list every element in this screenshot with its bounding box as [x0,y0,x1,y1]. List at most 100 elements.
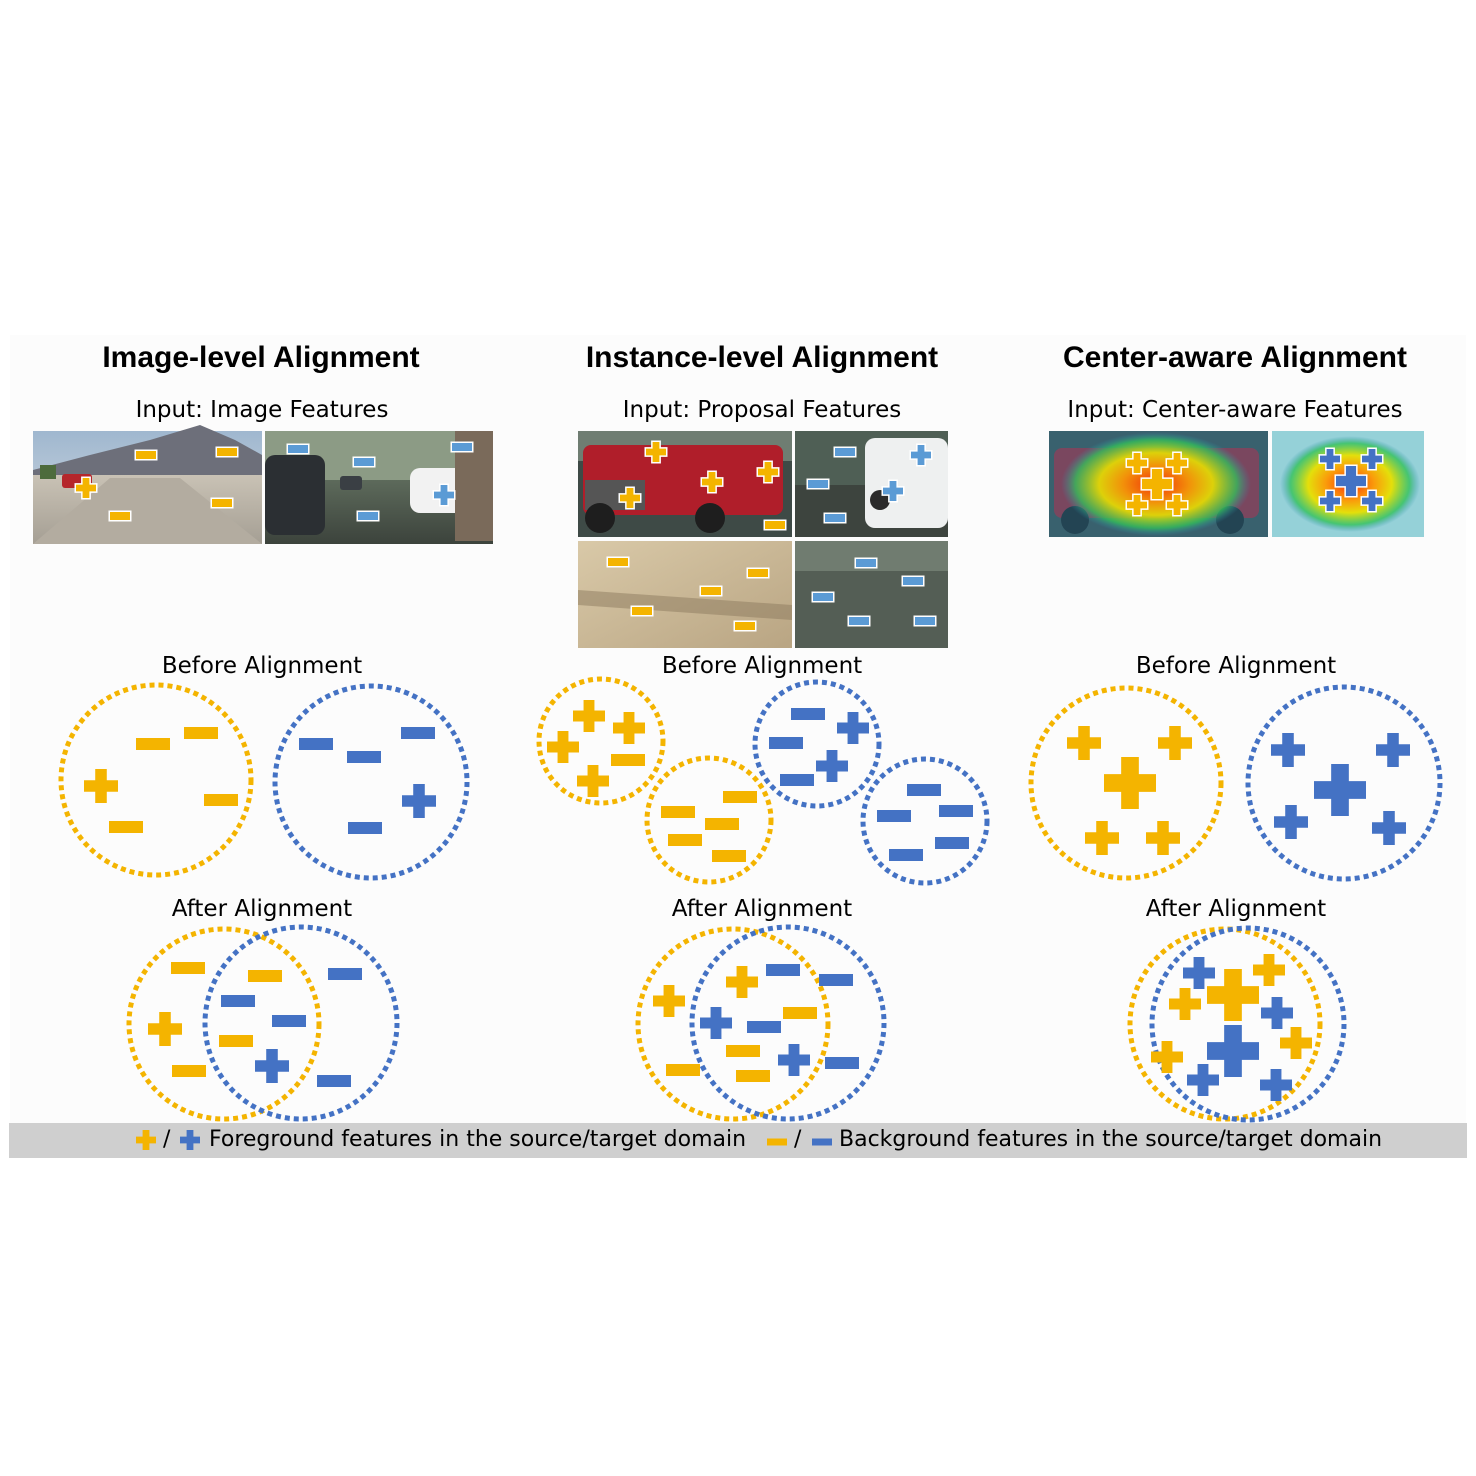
minus-icon [847,615,871,627]
column-title-center-aware: Center-aware Alignment [1063,341,1407,374]
plus-icon [1151,1041,1184,1074]
input-image-source-truck-heatmap [1049,431,1268,537]
plus-icon [1165,451,1189,475]
input-image-source-road [33,425,262,544]
minus-icon [823,512,847,524]
before-label-center-aware: Before Alignment [1135,653,1337,679]
legend-bar [9,1123,1467,1158]
plus-icon [1207,969,1260,1021]
plus-icon [1372,811,1406,845]
minus-icon [204,794,238,806]
plus-icon [618,486,642,510]
minus-icon [347,751,381,763]
minus-icon [833,446,857,458]
aligned-target-ring [202,924,400,1122]
minus-icon [108,510,132,522]
plus-icon [700,470,724,494]
plus-icon [432,483,456,507]
minus-icon [611,754,645,766]
input-image-target-car-heatmap [1272,431,1424,537]
minus-icon [286,443,310,455]
minus-icon [769,737,803,749]
minus-icon [854,557,878,569]
plus-icon [756,460,780,484]
plus-icon [837,712,869,744]
plus-icon [1165,493,1189,517]
minus-icon [705,818,739,830]
plus-icon [1158,726,1192,760]
before-label-instance-level: Before Alignment [661,653,863,679]
minus-icon [215,446,239,458]
plus-icon [881,479,905,503]
cluster-source-fg-ring [536,676,666,806]
minus-icon [356,510,380,522]
plus-icon [1125,493,1149,517]
input-label-image-level: Input: Image Features [135,397,389,423]
plus-icon [778,1044,810,1077]
legend-foreground-text: Foreground features in the source/target… [209,1127,747,1152]
plus-icon [1280,1027,1313,1060]
minus-icon [317,1075,351,1087]
minus-icon [134,449,158,461]
plus-icon [255,1049,289,1083]
legend-slash-foreground: / [163,1127,171,1152]
minus-icon [747,1021,781,1033]
plus-icon [700,1007,732,1039]
plus-icon [1253,954,1286,986]
after-label-instance-level: After Alignment [671,896,853,922]
plus-icon [1318,489,1342,513]
plus-icon [1140,467,1174,501]
minus-icon [171,962,205,974]
plus-icon [1207,1025,1260,1078]
minus-icon [348,822,382,834]
minus-icon [136,738,170,750]
plus-icon [1274,805,1308,839]
feature-symbols [58,440,1443,1123]
plus-icon [1187,1064,1220,1097]
minus-icon [806,478,830,490]
before-label-image-level: Before Alignment [161,653,363,679]
plus-icon [909,443,933,467]
legend-slash-background: / [794,1127,802,1152]
minus-icon [889,849,923,861]
minus-icon [272,1015,306,1027]
minus-icon [210,497,234,509]
plus-icon [573,700,605,732]
minus-icon [766,964,800,976]
plus-icon [816,750,848,782]
minus-icon [352,456,376,468]
cluster-target-ring [1245,684,1443,882]
minus-icon [450,441,474,453]
plus-icon [84,769,118,803]
cluster-target-fg-ring [752,679,882,809]
plus-icon [1271,733,1305,767]
column-title-image-level: Image-level Alignment [102,341,420,374]
minus-icon [248,970,282,982]
minus-icon [666,1064,700,1076]
plus-icon [1261,997,1294,1029]
plus-icon [1146,821,1180,855]
legend-background-text: Background features in the source/target… [839,1127,1383,1152]
minus-icon [733,620,757,632]
plus-icon [1376,733,1410,767]
minus-icon [184,727,218,739]
column-title-instance-level: Instance-level Alignment [585,341,939,374]
minus-icon [811,591,835,603]
input-label-center-aware: Input: Center-aware Features [1067,397,1403,423]
minus-icon [877,810,911,822]
plus-icon [402,784,436,818]
minus-icon [661,806,695,818]
cluster-target-bg-ring [860,756,990,886]
minus-icon [219,1035,253,1047]
minus-icon [907,784,941,796]
plus-icon [1334,464,1368,498]
cluster-target-ring [272,683,470,881]
aligned-target-ring [1149,925,1347,1123]
minus-icon [791,708,825,720]
minus-icon [819,974,853,986]
plus-icon [1260,1069,1293,1102]
plus-icon [1360,489,1384,513]
plus-icon [653,985,685,1017]
cluster-source-ring [1028,685,1224,881]
